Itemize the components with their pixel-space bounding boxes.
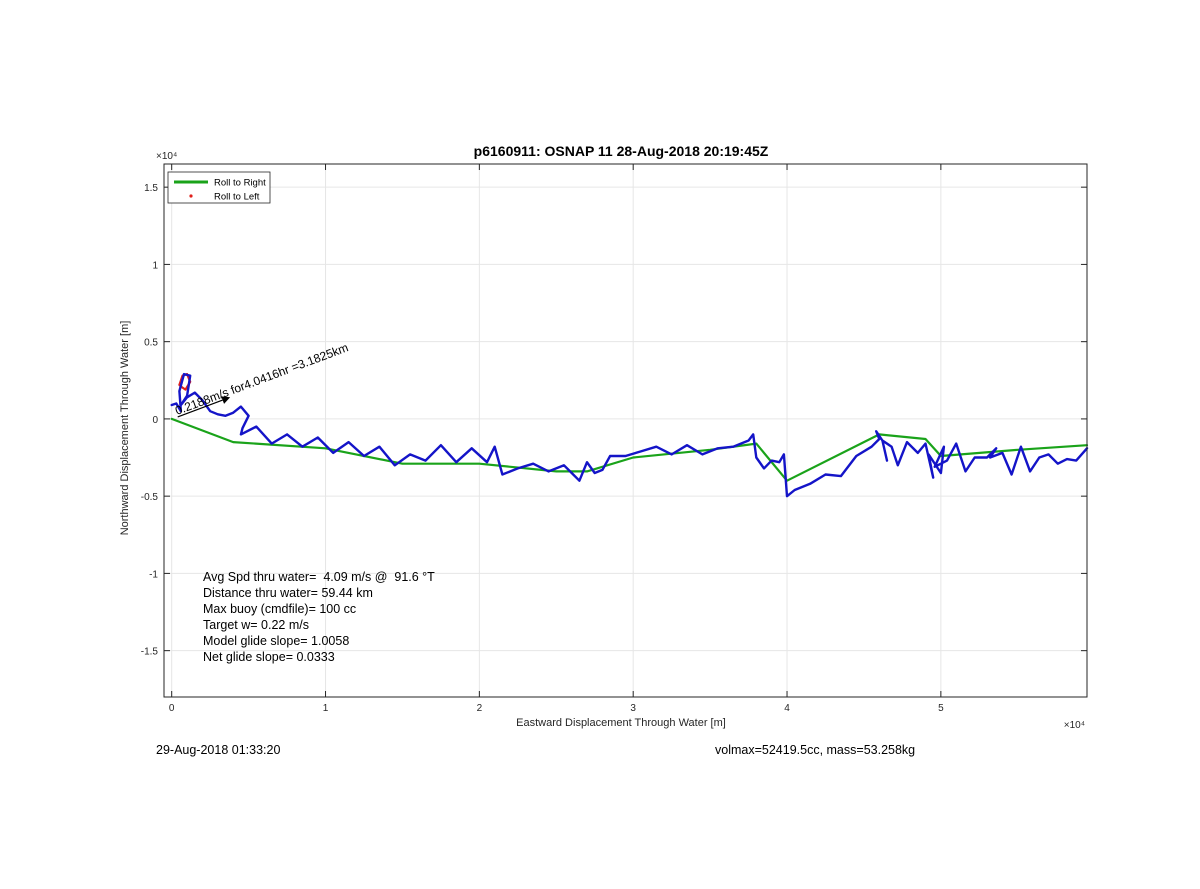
annotation-net-glide-slope: Net glide slope= 0.0333 <box>203 650 335 664</box>
y-axis-label: Northward Displacement Through Water [m] <box>119 321 131 536</box>
x-tick-label: 3 <box>630 703 636 714</box>
annotation-model-glide-slope: Model glide slope= 1.0058 <box>203 634 350 648</box>
x-tick-label: 4 <box>784 703 790 714</box>
drift-arrow: 0.2188m/s for4.0416hr =3.1825km <box>173 340 350 418</box>
legend-label: Roll to Right <box>214 178 266 189</box>
axis-ticks: 0 1 2 3 4 5 -1.5 -1 -0.5 0 0.5 1 1.5 <box>141 164 1087 714</box>
axes-box <box>163 163 1088 698</box>
x-tick-label: 0 <box>169 703 175 714</box>
annotation-target-w: Target w= 0.22 m/s <box>203 618 309 632</box>
annotation-max-buoy: Max buoy (cmdfile)= 100 cc <box>203 602 357 616</box>
series-line-2 <box>170 372 1089 498</box>
drift-arrow-label: 0.2188m/s for4.0416hr =3.1825km <box>173 340 350 417</box>
x-axis-multiplier: ×10⁴ <box>1064 720 1085 731</box>
y-tick-label: -1.5 <box>141 647 159 658</box>
footer-volmax-mass: volmax=52419.5cc, mass=53.258kg <box>715 743 916 757</box>
y-tick-label: 0 <box>152 415 158 426</box>
drift-arrow-group: 0.2188m/s for4.0416hr =3.1825km <box>173 340 350 418</box>
drift-arrow-head <box>221 396 231 404</box>
y-tick-label: 0.5 <box>144 338 158 349</box>
y-tick-label: -0.5 <box>141 492 159 503</box>
annotation-distance: Distance thru water= 59.44 km <box>203 586 373 600</box>
y-tick-label: -1 <box>149 569 158 580</box>
chart-title: p6160911: OSNAP 11 28-Aug-2018 20:19:45Z <box>474 143 769 159</box>
legend: Roll to Right Roll to Left <box>167 171 271 204</box>
x-axis-label: Eastward Displacement Through Water [m] <box>516 717 726 729</box>
x-tick-label: 5 <box>938 703 944 714</box>
legend-swatch-point <box>189 194 193 198</box>
drift-arrow-shaft <box>177 399 223 418</box>
x-tick-label: 2 <box>477 703 483 714</box>
legend-label: Roll to Left <box>214 192 260 203</box>
series-layer <box>170 372 1089 498</box>
legend-box <box>167 171 271 204</box>
footer-timestamp: 29-Aug-2018 01:33:20 <box>156 743 281 757</box>
y-tick-label: 1 <box>152 260 158 271</box>
y-tick-label: 1.5 <box>144 183 158 194</box>
annotation-avg-speed: Avg Spd thru water= 4.09 m/s @ 91.6 °T <box>203 570 435 584</box>
y-axis-multiplier: ×10⁴ <box>156 151 177 162</box>
grid <box>164 164 1087 697</box>
series-line-0 <box>170 417 1089 482</box>
x-tick-label: 1 <box>323 703 329 714</box>
